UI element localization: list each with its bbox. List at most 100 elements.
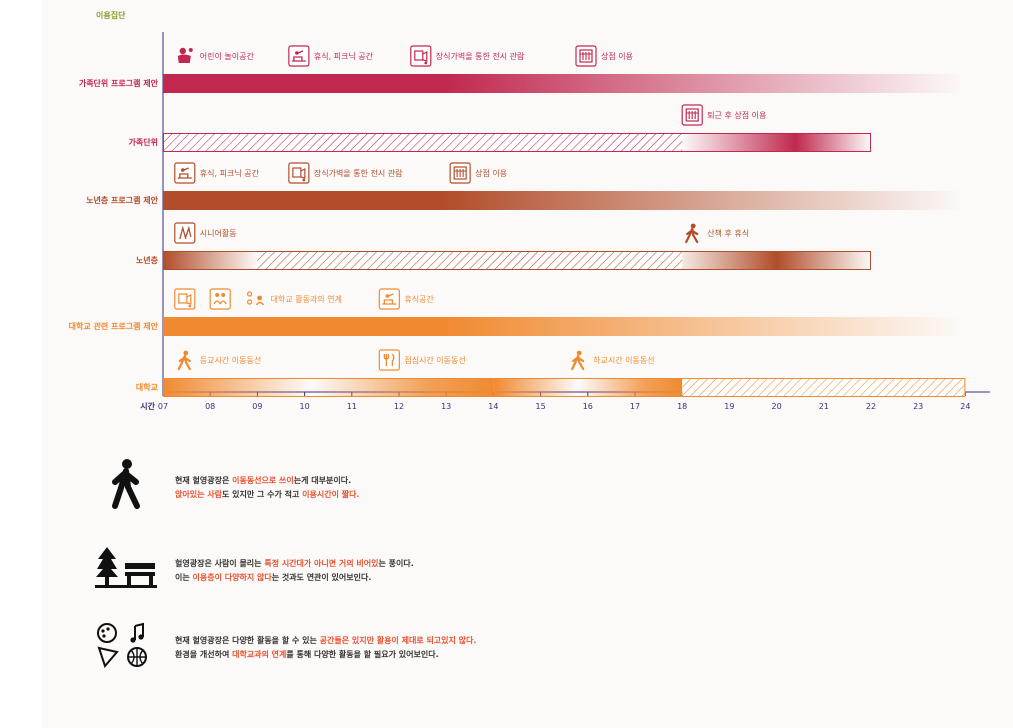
annotation: 시니어활동 [174, 222, 237, 244]
legend-highlight: 앉아있는 사람 [175, 490, 222, 499]
x-tick-label: 14 [488, 402, 498, 411]
legend-segment: 도 있지만 그 수가 적고 [221, 490, 303, 499]
walking-person-icon [112, 459, 140, 509]
annotation: 하교시간 이동동선 [571, 350, 655, 371]
proposal-bar [163, 191, 966, 210]
x-tick-label: 22 [866, 402, 876, 411]
annotation: 등교시간 이동동선 [177, 350, 261, 371]
x-tick-label: 17 [630, 402, 640, 411]
x-tick-label: 10 [300, 402, 310, 411]
legend-text: 헐영광장은 사람이 몰리는 특정 시간대가 아니면 거의 비어있는 풍이다. 이는… [175, 557, 414, 585]
picnic-rest-icon-frame [174, 162, 196, 184]
x-tick-label: 18 [677, 402, 687, 411]
activities-icon [97, 622, 147, 668]
bar-outline [163, 251, 871, 270]
annotation: 장식가벽을 통한 전시 관람 [410, 45, 525, 67]
row-senior-current: 시니어활동 산책 후 휴식 [163, 222, 871, 270]
legend-line: 현재 헐영광장은 이동동선으로 쓰이는게 대부분이다. [175, 474, 359, 488]
annotation-label: 장식가벽을 통한 전시 관람 [436, 51, 525, 61]
annotation: 휴식, 피크닉 공간 [174, 162, 260, 184]
legend-highlight: 대학교과의 연계 [232, 650, 287, 659]
legend-segment: 현재 헐영광장은 다양한 활동을 할 수 있는 [175, 636, 320, 645]
annotation-label: 시니어활동 [200, 228, 237, 238]
annotation: 휴식공간 [378, 288, 434, 310]
legend-segment: 이는 [175, 573, 193, 582]
row-label: 대학교 관련 프로그램 제안 [68, 322, 158, 331]
annotation [209, 288, 231, 310]
annotation: 퇴근 후 상점 이용 [681, 104, 766, 126]
x-tick-label: 23 [913, 402, 923, 411]
x-axis-title: 시간 [140, 401, 155, 411]
annotation-label: 등교시간 이동동선 [200, 355, 261, 365]
row-label: 가족단위 프로그램 제안 [78, 79, 158, 88]
annotation-label: 대학교 활동과의 연계 [271, 294, 342, 304]
exhibition-icon-frame [410, 45, 432, 67]
x-tick-label: 09 [252, 402, 262, 411]
legend-segment: 를 통해 다양한 활동을 할 필요가 있어보인다. [286, 650, 439, 659]
legend-line: 앉아있는 사람도 있지만 그 수가 적고 이용시간이 짧다. [175, 488, 359, 502]
legend-highlight: 특정 시간대가 아니면 거의 비어있 [264, 559, 379, 568]
annotation: 대학교 활동과의 연계 [247, 291, 342, 306]
children-play-icon [177, 47, 193, 63]
x-tick-label: 24 [960, 402, 970, 411]
row-label: 노년층 [135, 256, 158, 265]
annotation: 산책 후 휴식 [685, 223, 749, 244]
header-label: 이용집단 [96, 11, 126, 20]
x-tick-label: 16 [583, 402, 593, 411]
annotation [174, 288, 196, 310]
annotation-label: 하교시간 이동동선 [593, 355, 654, 365]
shopping-icon [449, 162, 471, 184]
exhibition-icon [410, 45, 432, 67]
bar-segment-hatched [163, 133, 683, 152]
legend-segment: 현재 헐영광장은 [175, 476, 233, 485]
legend-text: 현재 헐영광장은 다양한 활동을 할 수 있는 공간들은 있지만 활용이 제대로… [175, 634, 476, 662]
annotation-label: 상점 이용 [601, 51, 633, 61]
row-family-current: 퇴근 후 상점 이용 [163, 104, 871, 152]
exhibition-icon [174, 288, 196, 310]
legend-line: 현재 헐영광장은 다양한 활동을 할 수 있는 공간들은 있지만 활용이 제대로… [175, 634, 476, 648]
walking-person-icon [177, 350, 191, 371]
legend-segment: 는게 대부분이다. [293, 476, 352, 485]
proposal-bar [163, 317, 966, 336]
bar-outline [163, 378, 966, 397]
annotation: 어린이 놀이공간 [177, 47, 255, 63]
legend-segment: 는 것과도 연관이 있어보인다. [271, 573, 372, 582]
picnic-rest-icon [174, 162, 196, 184]
bar-segment-hatched [257, 251, 683, 270]
dining-icon [378, 349, 400, 371]
legend-highlight: 공간들은 있지만 활용이 제대로 되고있지 않다. [319, 636, 477, 645]
x-tick-label: 20 [772, 402, 782, 411]
bar-segment-gradient-peak [682, 133, 871, 152]
legend-highlight: 이용시간이 짧다. [302, 490, 360, 499]
bar-segment-gradient-dip [163, 378, 494, 397]
annotation-label: 휴식공간 [404, 294, 434, 304]
rows: 어린이 놀이공간 휴식, 피크닉 공간 장식가벽을 통한 전시 관람 상점 이용퇴근 … [163, 45, 966, 397]
annotation: 상점 이용 [575, 45, 633, 67]
senior-activity-icon [174, 222, 196, 244]
annotation: 휴식, 피크닉 공간 [288, 45, 374, 67]
tree-bench-icon [95, 547, 157, 588]
shopping-icon [681, 104, 703, 126]
legend-highlight: 이용층이 다양하지 않다 [192, 573, 272, 582]
annotation: 점심시간 이동동선 [378, 349, 466, 371]
row-label: 노년층 프로그램 제안 [86, 196, 158, 205]
legend-text: 현재 헐영광장은 이동동선으로 쓰이는게 대부분이다. 앉아있는 사람도 있지만 … [175, 474, 359, 502]
x-tick-label: 21 [819, 402, 829, 411]
page-background [42, 0, 1013, 728]
walking-person-icon [685, 223, 699, 244]
row-university-current: 등교시간 이동동선 점심시간 이동동선 하교시간 이동동선 [163, 349, 966, 397]
people-icon-frame [209, 288, 231, 310]
picnic-rest-icon [288, 45, 310, 67]
bar-segment-gradient-peak [682, 251, 871, 270]
annotation-label: 산책 후 휴식 [707, 228, 749, 238]
row-label: 가족단위 [128, 138, 158, 147]
exhibition-icon-frame [174, 288, 196, 310]
annotation-label: 휴식, 피크닉 공간 [314, 51, 374, 61]
exhibition-icon [288, 162, 310, 184]
annotation: 장식가벽을 통한 전시 관람 [288, 162, 403, 184]
x-tick-label: 12 [394, 402, 404, 411]
annotation-label: 퇴근 후 상점 이용 [707, 110, 766, 120]
legend-line: 환경을 개선하여 대학교과의 연계를 통해 다양한 활동을 할 필요가 있어보인… [175, 648, 476, 662]
annotation: 상점 이용 [449, 162, 507, 184]
